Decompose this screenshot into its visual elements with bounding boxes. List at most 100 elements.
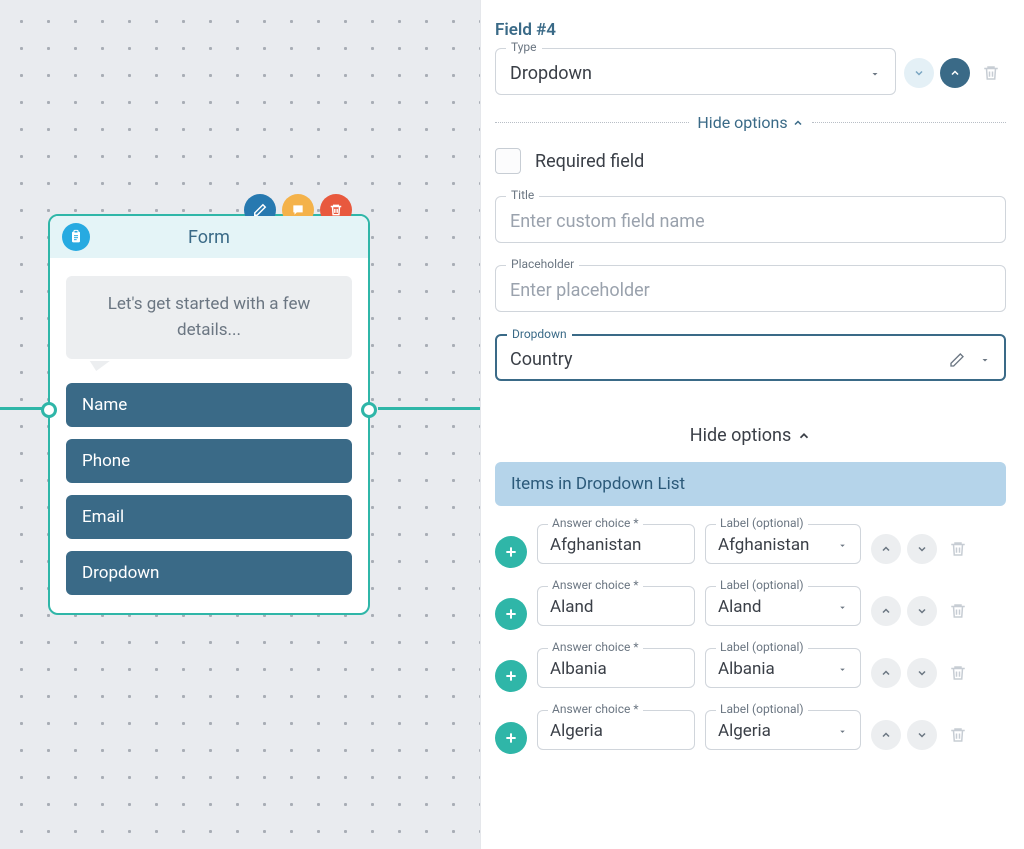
delete-field-button[interactable]	[976, 58, 1006, 88]
form-node-body: Let's get started with a few details... …	[50, 258, 368, 613]
label-select[interactable]: Label (optional) Algeria	[705, 710, 861, 750]
input-port[interactable]	[41, 402, 57, 418]
hide-options-label: Hide options	[697, 113, 787, 132]
form-field-item[interactable]: Email	[66, 495, 352, 539]
add-item-button[interactable]	[495, 536, 527, 568]
move-item-up-button[interactable]	[871, 658, 901, 688]
comment-icon	[291, 203, 305, 217]
trash-icon	[982, 64, 1000, 82]
properties-panel: Field #4 Type Dropdown Hide options	[480, 0, 1024, 849]
hide-options-lower-label: Hide options	[690, 425, 792, 446]
form-field-item[interactable]: Phone	[66, 439, 352, 483]
dropdown-value: Country	[510, 349, 573, 370]
delete-item-button[interactable]	[943, 658, 973, 688]
chevron-up-icon	[792, 117, 804, 129]
form-node[interactable]: Form Let's get started with a few detail…	[48, 214, 370, 615]
form-intro-bubble: Let's get started with a few details...	[66, 276, 352, 359]
required-checkbox[interactable]	[495, 148, 521, 174]
title-input[interactable]: Title Enter custom field name	[495, 196, 1006, 243]
chevron-down-icon	[837, 664, 848, 675]
delete-item-button[interactable]	[943, 720, 973, 750]
answer-choice-input[interactable]: Answer choice * Algeria	[537, 710, 695, 750]
answer-choice-value: Aland	[550, 597, 682, 617]
plus-icon	[503, 544, 519, 560]
chevron-down-icon	[837, 726, 848, 737]
move-field-up-button[interactable]	[940, 58, 970, 88]
pencil-icon[interactable]	[949, 352, 965, 368]
label-optional-label: Label (optional)	[716, 578, 808, 592]
answer-choice-input[interactable]: Answer choice * Albania	[537, 648, 695, 688]
form-icon	[62, 223, 90, 251]
label-optional-label: Label (optional)	[716, 640, 808, 654]
answer-choice-value: Afghanistan	[550, 535, 682, 555]
connection-wire-left	[0, 407, 42, 410]
placeholder-input[interactable]: Placeholder Enter placeholder	[495, 265, 1006, 312]
chevron-down-icon	[979, 354, 991, 366]
add-item-button[interactable]	[495, 722, 527, 754]
type-select[interactable]: Type Dropdown	[495, 48, 896, 95]
answer-choice-value: Algeria	[550, 721, 682, 741]
chevron-down-icon	[913, 67, 925, 79]
chevron-down-icon	[916, 543, 928, 555]
move-item-down-button[interactable]	[907, 658, 937, 688]
dropdown-select[interactable]: Dropdown Country	[495, 334, 1006, 381]
flow-canvas[interactable]: Form Let's get started with a few detail…	[0, 0, 480, 849]
label-optional-label: Label (optional)	[716, 702, 808, 716]
field-heading: Field #4	[495, 20, 1006, 40]
hide-dropdown-options-toggle[interactable]: Hide options	[495, 425, 1006, 446]
label-value: Algeria	[718, 721, 771, 741]
label-select[interactable]: Label (optional) Afghanistan	[705, 524, 861, 564]
form-field-item[interactable]: Name	[66, 383, 352, 427]
dropdown-item-row: Answer choice * Aland Label (optional) A…	[495, 586, 1006, 630]
required-label: Required field	[535, 151, 644, 172]
clipboard-icon	[68, 229, 84, 245]
delete-item-button[interactable]	[943, 596, 973, 626]
move-item-down-button[interactable]	[907, 596, 937, 626]
trash-icon	[949, 726, 967, 744]
answer-choice-label: Answer choice *	[548, 516, 643, 530]
label-value: Aland	[718, 597, 761, 617]
answer-choice-label: Answer choice *	[548, 640, 643, 654]
dropdown-items-header: Items in Dropdown List	[495, 462, 1006, 506]
plus-icon	[503, 668, 519, 684]
hide-options-divider[interactable]: Hide options	[495, 113, 1006, 132]
chevron-up-icon	[949, 67, 961, 79]
plus-icon	[503, 606, 519, 622]
connection-wire-right	[378, 407, 480, 410]
dropdown-item-row: Answer choice * Afghanistan Label (optio…	[495, 524, 1006, 568]
label-optional-label: Label (optional)	[716, 516, 808, 530]
output-port[interactable]	[361, 402, 377, 418]
move-item-down-button[interactable]	[907, 534, 937, 564]
move-item-up-button[interactable]	[871, 720, 901, 750]
label-select[interactable]: Label (optional) Aland	[705, 586, 861, 626]
trash-icon	[949, 540, 967, 558]
label-value: Albania	[718, 659, 775, 679]
answer-choice-input[interactable]: Answer choice * Afghanistan	[537, 524, 695, 564]
type-value: Dropdown	[510, 63, 592, 84]
move-item-down-button[interactable]	[907, 720, 937, 750]
chevron-down-icon	[916, 729, 928, 741]
move-item-up-button[interactable]	[871, 534, 901, 564]
divider-line	[812, 122, 1006, 123]
answer-choice-input[interactable]: Answer choice * Aland	[537, 586, 695, 626]
form-fields-list: Name Phone Email Dropdown	[66, 383, 352, 595]
form-node-title: Form	[90, 227, 368, 248]
pencil-icon	[253, 203, 267, 217]
label-value: Afghanistan	[718, 535, 809, 555]
title-placeholder: Enter custom field name	[510, 211, 991, 232]
dropdown-item-row: Answer choice * Albania Label (optional)…	[495, 648, 1006, 692]
chevron-down-icon	[916, 667, 928, 679]
chevron-up-icon	[880, 543, 892, 555]
form-field-item[interactable]: Dropdown	[66, 551, 352, 595]
dropdown-item-row: Answer choice * Algeria Label (optional)…	[495, 710, 1006, 754]
add-item-button[interactable]	[495, 660, 527, 692]
plus-icon	[503, 730, 519, 746]
chevron-up-icon	[880, 667, 892, 679]
move-field-down-button[interactable]	[904, 58, 934, 88]
delete-item-button[interactable]	[943, 534, 973, 564]
move-item-up-button[interactable]	[871, 596, 901, 626]
label-select[interactable]: Label (optional) Albania	[705, 648, 861, 688]
add-item-button[interactable]	[495, 598, 527, 630]
answer-choice-label: Answer choice *	[548, 578, 643, 592]
title-field-label: Title	[506, 188, 539, 202]
